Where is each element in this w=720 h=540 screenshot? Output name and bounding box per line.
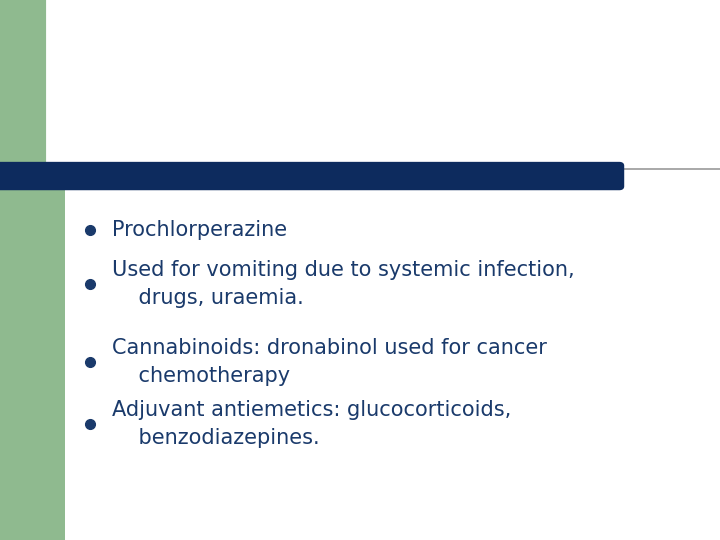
Text: Adjuvant antiemetics: glucocorticoids,
    benzodiazepines.: Adjuvant antiemetics: glucocorticoids, b… [112, 400, 511, 448]
Text: Prochlorperazine: Prochlorperazine [112, 219, 287, 240]
Text: Neuroleptics: Neuroleptics [94, 75, 352, 109]
Text: Used for vomiting due to systemic infection,
    drugs, uraemia.: Used for vomiting due to systemic infect… [112, 260, 575, 307]
Text: Cannabinoids: dronabinol used for cancer
    chemotherapy: Cannabinoids: dronabinol used for cancer… [112, 338, 546, 386]
